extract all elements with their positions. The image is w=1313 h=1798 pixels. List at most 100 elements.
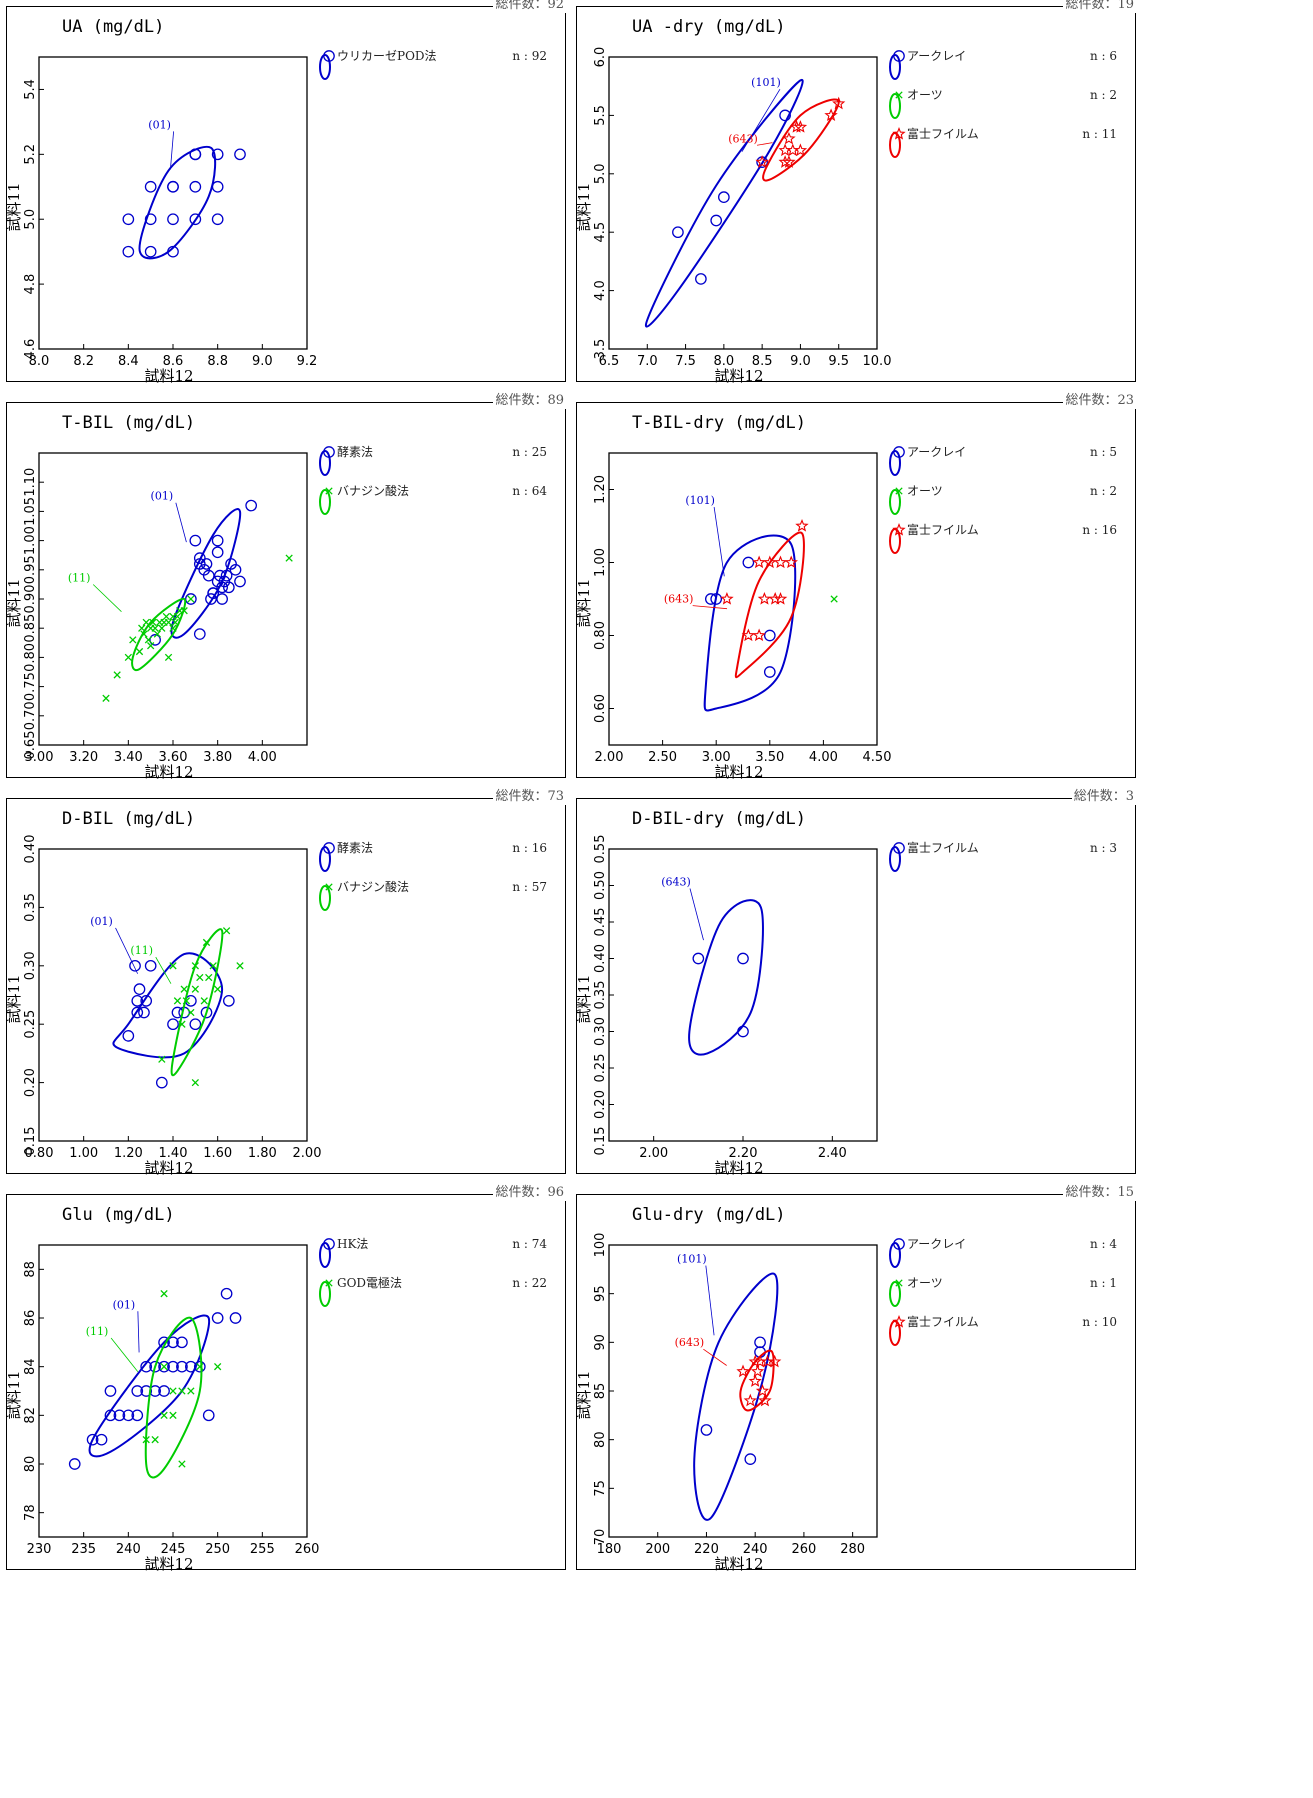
data-point <box>214 985 222 993</box>
x-tick-label: 8.0 <box>714 354 735 369</box>
y-tick-label: 0.35 <box>23 893 38 922</box>
data-point <box>155 1076 168 1089</box>
data-point <box>200 1006 213 1019</box>
y-tick-label: 0.70 <box>23 701 38 730</box>
y-tick-label: 0.50 <box>593 871 608 900</box>
y-tick-label: 84 <box>23 1358 38 1375</box>
data-point <box>158 1055 166 1063</box>
x-tick-label: 240 <box>743 1542 768 1557</box>
data-point <box>113 1409 126 1422</box>
x-tick-label: 3.60 <box>159 750 188 765</box>
data-point <box>795 519 809 532</box>
x-tick-label: 1.60 <box>203 1146 232 1161</box>
data-point <box>191 985 199 993</box>
data-point <box>140 630 148 638</box>
data-point <box>218 575 231 588</box>
x-tick-label: 1.00 <box>69 1146 98 1161</box>
legend-marker <box>325 883 333 891</box>
y-tick-label: 1.00 <box>23 526 38 555</box>
y-tick-label: 4.6 <box>23 339 38 360</box>
total-count-label: 総件数：3 <box>1071 789 1136 805</box>
data-point <box>222 581 235 594</box>
data-point <box>778 155 792 168</box>
legend-swatch <box>319 1281 331 1307</box>
ellipse-label: (101) <box>677 1253 707 1266</box>
data-point <box>144 180 157 193</box>
data-point <box>180 607 188 615</box>
legend-count: n : 64 <box>512 484 547 498</box>
data-point <box>285 554 293 562</box>
data-point <box>202 569 215 582</box>
data-point <box>131 1385 144 1397</box>
y-tick-label: 0.45 <box>593 908 608 937</box>
plot-area <box>644 78 846 328</box>
x-tick-label: 9.0 <box>790 354 811 369</box>
data-point <box>185 593 197 605</box>
data-point <box>158 1385 170 1397</box>
y-tick-label: 0.60 <box>593 694 608 723</box>
data-point <box>779 109 791 122</box>
data-point <box>211 180 224 193</box>
ellipse-leader-line <box>137 1311 140 1353</box>
chart-panel-glu-dry: 総件数：15 Glu-dry (mg/dL) 180 200 220 240 260 28… <box>575 1185 1136 1573</box>
x-tick-label: 220 <box>694 1542 719 1557</box>
data-point <box>755 1383 770 1397</box>
legend-label: オーツ <box>907 88 943 102</box>
x-tick-label: 3.40 <box>114 750 143 765</box>
total-count-label: 総件数：92 <box>493 0 566 13</box>
y-tick-label: 0.25 <box>23 1010 38 1039</box>
plot-area <box>693 1272 782 1521</box>
legend-marker <box>893 446 905 458</box>
data-point <box>147 642 155 650</box>
data-point <box>160 1363 168 1371</box>
data-point <box>211 148 224 161</box>
legend-marker <box>325 1279 333 1287</box>
data-point <box>737 952 749 965</box>
x-tick-label: 200 <box>645 1542 670 1557</box>
plot-frame <box>38 848 308 1142</box>
data-point <box>830 595 838 603</box>
ellipse-label: (01) <box>113 1298 136 1311</box>
x-tick-label: 2.20 <box>729 1146 758 1161</box>
data-point <box>782 131 796 145</box>
y-tick-label: 0.80 <box>23 643 38 672</box>
ellipse-1 <box>170 508 242 639</box>
chart-panel-dbil: 総件数：73 D-BIL (mg/dL) 0.80 1.00 1.20 1.40 1.6… <box>5 789 566 1177</box>
data-point <box>763 629 776 642</box>
legend-count: n : 74 <box>512 1237 547 1251</box>
legend-swatch <box>889 846 901 872</box>
x-tick-label: 260 <box>295 1542 320 1557</box>
ellipse-3 <box>762 98 840 182</box>
legend-count: n : 5 <box>1090 445 1117 459</box>
chart-panel-tbil: 総件数：89 T-BIL (mg/dL) 3.00 3.20 3.40 3.60 3.8… <box>5 393 566 781</box>
data-point <box>144 245 157 258</box>
legend-label: アークレイ <box>907 49 966 63</box>
data-point <box>164 653 173 662</box>
ellipse-leader-line <box>115 927 139 974</box>
x-tick-label: 9.2 <box>297 354 318 369</box>
data-point <box>211 213 224 226</box>
data-point <box>216 593 228 605</box>
legend-label: 富士フイルム <box>907 522 979 537</box>
x-tick-label: 1.20 <box>114 1146 143 1161</box>
data-point <box>131 994 144 1007</box>
data-point <box>758 1393 772 1407</box>
x-tick-label: 7.0 <box>637 354 658 369</box>
data-point <box>220 1287 233 1300</box>
total-count-label: 総件数：19 <box>1063 0 1136 13</box>
data-point <box>176 1336 188 1349</box>
chart-title: Glu-dry (mg/dL) <box>632 1205 786 1225</box>
data-point <box>207 587 220 600</box>
legend-label: オーツ <box>907 1276 943 1290</box>
data-point <box>205 593 217 605</box>
ellipse-leader-line <box>92 584 122 612</box>
data-point <box>784 555 798 569</box>
data-point <box>178 1460 186 1468</box>
y-tick-label: 5.0 <box>23 209 38 230</box>
y-tick-label: 82 <box>23 1407 38 1424</box>
plot-area <box>688 899 764 1056</box>
legend-marker <box>323 1238 335 1250</box>
plot-area <box>102 499 293 702</box>
ellipse-leader-line <box>692 605 728 610</box>
